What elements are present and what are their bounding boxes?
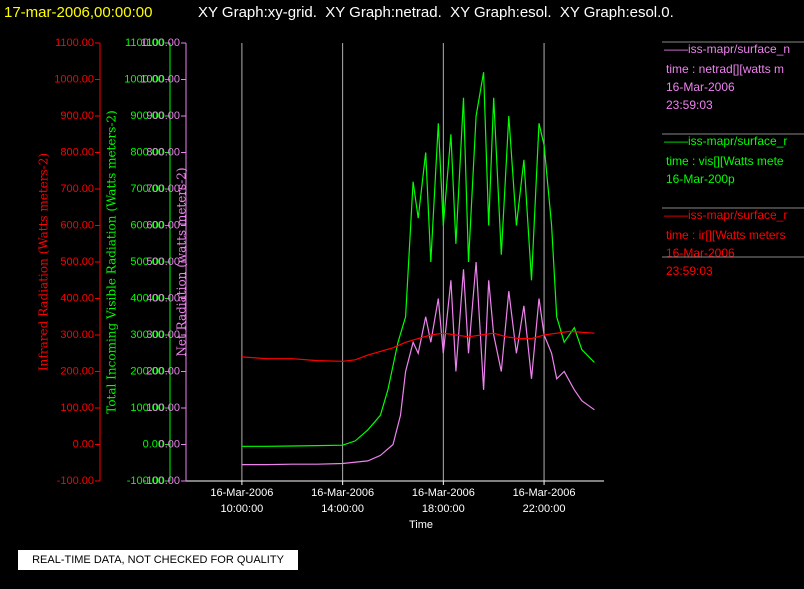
y-tick-label: 400.00 [130,292,164,304]
y-tick-label: 0.00 [73,438,94,450]
legend-text: 16-Mar-2006 [666,80,735,94]
chart-subtitle: XY Graph:xy-grid. XY Graph:netrad. XY Gr… [198,4,674,21]
y-tick-label: 300.00 [130,329,164,341]
legend-text: 16-Mar-2006 [666,246,735,260]
y-tick-label: 100.00 [130,402,164,414]
y-tick-label: 800.00 [146,146,180,158]
y-tick-label: 100.00 [146,402,180,414]
legend-text: time : ir[][Watts meters [666,228,786,242]
y-axis-title: Infrared Radiation (Watts meters-2) [37,153,51,371]
x-tick-label: 16-Mar-2006 10:00:00 [210,487,273,515]
y-tick-label: 700.00 [146,183,180,195]
footer-box [18,550,298,570]
x-tick-label: 16-Mar-2006 22:00:00 [513,487,576,515]
y-tick-label: 800.00 [130,146,164,158]
y-tick-label: 200.00 [146,365,180,377]
x-tick-label: 16-Mar-2006 14:00:00 [311,487,374,515]
y-tick-label: 1100.00 [55,37,94,49]
y-tick-label: 700.00 [60,183,94,195]
legend-entry: ——iss-mapr/surface_r [664,134,787,148]
y-tick-label: -100.00 [127,475,164,487]
y-tick-label: 900.00 [130,110,164,122]
footer-note: REAL-TIME DATA, NOT CHECKED FOR QUALITY [32,554,284,566]
y-tick-label: -100.00 [143,475,180,487]
x-axis-title: Time [409,519,433,531]
y-tick-label: 600.00 [130,219,164,231]
y-tick-label: 1000.00 [124,73,164,85]
y-tick-label: 500.00 [146,256,180,268]
y-tick-label: 0.00 [143,438,164,450]
legend-text: 23:59:03 [666,264,713,278]
legend-text: 16-Mar-200p [666,172,735,186]
y-tick-label: 900.00 [146,110,180,122]
y-tick-label: 800.00 [60,146,94,158]
y-tick-label: -100.00 [57,475,94,487]
y-tick-label: 1100.00 [125,37,164,49]
series-line [241,72,595,447]
legend-text: 23:59:03 [666,98,713,112]
y-tick-label: 600.00 [146,219,180,231]
y-axis-title: Net Radiation (watts meters-2) [175,167,189,356]
y-tick-label: 1100.00 [141,37,180,49]
legend-entry: ——iss-mapr/surface_r [664,208,787,222]
y-tick-label: 300.00 [60,329,94,341]
legend-text: time : vis[][Watts mete [666,154,784,168]
y-tick-label: 300.00 [146,329,180,341]
y-tick-label: 900.00 [60,110,94,122]
y-tick-label: 1000.00 [140,73,180,85]
series-line [241,261,595,466]
y-tick-label: 0.00 [159,438,180,450]
y-tick-label: 700.00 [130,183,164,195]
y-tick-label: 400.00 [146,292,180,304]
y-tick-label: 500.00 [130,256,164,268]
y-tick-label: 200.00 [60,365,94,377]
y-tick-label: 100.00 [60,402,94,414]
legend-text: time : netrad[][watts m [666,62,784,76]
y-tick-label: 1000.00 [54,73,94,85]
x-tick-label: 16-Mar-2006 18:00:00 [412,487,475,515]
y-axis-title: Total Incoming Visible Radiation (Watts … [105,110,119,414]
series-line [241,330,595,362]
y-tick-label: 200.00 [130,365,164,377]
y-tick-label: 400.00 [60,292,94,304]
y-tick-label: 600.00 [60,219,94,231]
chart-title: 17-mar-2006,00:00:00 [4,4,152,21]
y-tick-label: 500.00 [60,256,94,268]
legend-entry: ——iss-mapr/surface_n [664,42,790,56]
